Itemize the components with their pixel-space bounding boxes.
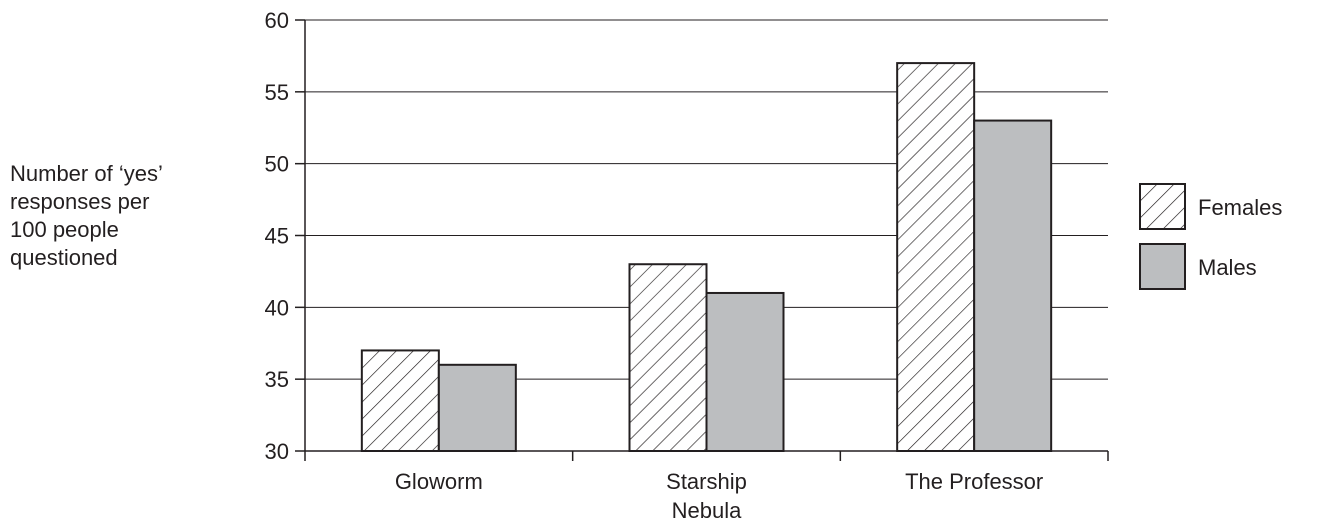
bar-females-2 — [628, 263, 708, 452]
x-category-label: Gloworm — [395, 469, 483, 494]
y-tick-label: 50 — [265, 152, 289, 177]
x-category-label: Nebula — [672, 498, 742, 523]
legend-swatch-females — [1139, 183, 1186, 230]
y-tick-label: 40 — [265, 295, 289, 320]
bar-males-2 — [705, 291, 785, 453]
y-axis-label-line: questioned — [10, 245, 118, 270]
y-axis-label-line: responses per — [10, 189, 150, 214]
legend: Females Males — [1139, 183, 1282, 290]
legend-label-males: Males — [1198, 255, 1257, 280]
x-category-label: Starship — [666, 469, 747, 494]
y-tick-label: 55 — [265, 80, 289, 105]
x-category-label: The Professor — [905, 469, 1043, 494]
bars — [360, 62, 1053, 453]
y-axis-label: Number of ‘yes’ responses per 100 people… — [10, 160, 230, 272]
axes — [295, 19, 1109, 461]
y-tick-label: 35 — [265, 367, 289, 392]
y-tick-label: 45 — [265, 224, 289, 249]
y-axis-label-line: Number of ‘yes’ — [10, 161, 163, 186]
y-tick-labels: 30 35 40 45 50 55 60 — [265, 8, 289, 464]
bar-males-1 — [437, 363, 517, 452]
legend-swatch-males — [1139, 243, 1186, 290]
bar-females-1 — [360, 349, 440, 452]
y-tick-label: 60 — [265, 8, 289, 33]
legend-label-females: Females — [1198, 195, 1282, 220]
y-tick-label: 30 — [265, 439, 289, 464]
x-category-labels: Gloworm Starship Nebula The Professor — [395, 469, 1043, 523]
bar-males-3 — [973, 119, 1053, 452]
bar-females-3 — [896, 62, 976, 452]
y-axis-label-line: 100 people — [10, 217, 119, 242]
